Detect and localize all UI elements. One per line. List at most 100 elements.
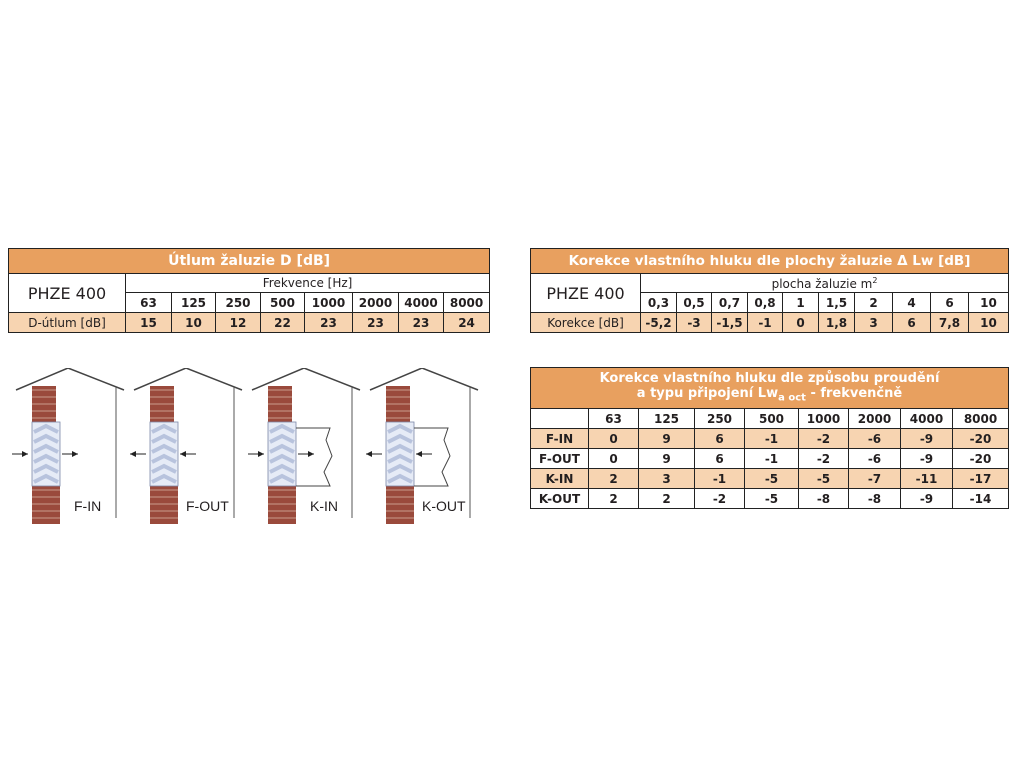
flow-value-cell: -1 [694, 468, 745, 489]
louver-blade [33, 453, 59, 464]
flow-value-cell: -14 [951, 488, 1010, 509]
louver-blade [33, 423, 59, 434]
brick-wall [32, 386, 60, 524]
area-correction-value-cell: 1,8 [818, 312, 855, 333]
installation-diagram-svg [248, 367, 361, 524]
area-cell: 6 [930, 292, 969, 313]
area-correction-value-cell: -5,2 [640, 312, 677, 333]
flow-correction-table-title: Korekce vlastního hluku dle způsobu prou… [529, 367, 1010, 409]
roof-outline [369, 367, 479, 391]
attenuation-freq-cell: 4000 [398, 292, 444, 313]
installation-diagram: F-OUT [130, 367, 248, 526]
flow-title-line1: Korekce vlastního hluku dle způsobu prou… [599, 370, 940, 386]
louver-blade [33, 433, 59, 444]
flow-correction-row: F-OUT 0 9 6 -1 -2 -6 -9 -20 [530, 448, 1010, 469]
brick-wall [386, 386, 414, 524]
flow-value-cell: 2 [588, 488, 639, 509]
area-correction-value-cell: 10 [967, 312, 1010, 333]
flow-row-label: F-OUT [530, 448, 589, 469]
duct-outline [296, 427, 333, 487]
installation-diagram-svg [12, 367, 125, 524]
area-correction-row-label: Korekce [dB] [530, 312, 641, 333]
area-correction-table-title: Korekce vlastního hluku dle plochy žaluz… [529, 248, 1010, 274]
installation-diagram-svg [366, 367, 479, 524]
louver-blades [385, 421, 415, 487]
flow-value-cell: -1 [744, 428, 799, 449]
flow-value-cell: -9 [900, 428, 953, 449]
louver-blade [269, 423, 295, 434]
area-label-text: plocha žaluzie m [771, 276, 873, 291]
diagram-label: F-OUT [186, 498, 229, 514]
flow-title-lw: Lw [757, 385, 779, 401]
airflow-arrows [12, 451, 78, 457]
flow-value-cell: -7 [848, 468, 901, 489]
louver-blade [269, 473, 295, 484]
arrow-head [308, 451, 314, 457]
louver-blade [387, 433, 413, 444]
area-cell: 0,5 [676, 292, 712, 313]
flow-value-cell: -5 [744, 468, 799, 489]
flow-correction-row: K-OUT 2 2 -2 -5 -8 -8 -9 -14 [530, 488, 1010, 509]
louver-blade [387, 463, 413, 474]
flow-freq-cell: 500 [744, 408, 799, 429]
flow-row-label: K-OUT [530, 488, 589, 509]
louver-blades [149, 421, 179, 487]
airflow-arrows [366, 451, 432, 457]
louver-blade [151, 453, 177, 464]
area-correction-value-cell: 6 [892, 312, 931, 333]
attenuation-freq-cell: 2000 [352, 292, 399, 313]
airflow-arrows [248, 451, 314, 457]
flow-value-cell: 9 [638, 448, 695, 469]
flow-freq-row: 63 125 250 500 1000 2000 4000 8000 [530, 408, 1010, 429]
louver-blade [387, 423, 413, 434]
area-cell: 0,7 [711, 292, 748, 313]
area-correction-value-cell: -1,5 [711, 312, 748, 333]
flow-value-cell: 3 [638, 468, 695, 489]
flow-value-cell: -17 [951, 468, 1010, 489]
area-cell: 1 [782, 292, 819, 313]
flow-value-cell: 6 [694, 448, 745, 469]
louver-blade [269, 433, 295, 444]
roof-outline [15, 367, 125, 391]
louver-blade [387, 473, 413, 484]
flow-value-cell: -20 [951, 448, 1010, 469]
louver-blade [151, 433, 177, 444]
louver-blade [33, 443, 59, 454]
installation-diagram-svg [130, 367, 243, 524]
louver-blade [151, 423, 177, 434]
attenuation-value-cell: 24 [442, 312, 491, 333]
flow-value-cell: 2 [588, 468, 639, 489]
flow-corner-cell [530, 408, 589, 429]
flow-title-line2-pre: a typu připojení [636, 385, 754, 401]
area-correction-value-cell: 7,8 [930, 312, 969, 333]
area-cell: 10 [967, 292, 1010, 313]
arrow-head [416, 451, 422, 457]
attenuation-freq-cell: 125 [171, 292, 216, 313]
area-correction-value-cell: -1 [747, 312, 783, 333]
flow-value-cell: -2 [798, 428, 849, 449]
flow-freq-cell: 2000 [848, 408, 901, 429]
flow-value-cell: -8 [798, 488, 849, 509]
arrow-head [258, 451, 264, 457]
louver-blade [33, 473, 59, 484]
attenuation-freq-label: Frekvence [Hz] [124, 273, 491, 293]
flow-value-cell: -8 [848, 488, 901, 509]
area-cell: 4 [892, 292, 931, 313]
flow-value-cell: 9 [638, 428, 695, 449]
attenuation-value-cell: 15 [125, 312, 172, 333]
roof-outline [133, 367, 243, 391]
flow-value-cell: -1 [744, 448, 799, 469]
attenuation-freq-cell: 250 [215, 292, 261, 313]
installation-diagram: K-IN [248, 367, 366, 526]
louver-blade [151, 463, 177, 474]
diagram-label: K-OUT [422, 498, 466, 514]
louver-blades [31, 421, 61, 487]
area-correction-table: Korekce vlastního hluku dle plochy žaluz… [529, 248, 1010, 333]
arrow-head [366, 451, 372, 457]
attenuation-row-label: D-útlum [dB] [8, 312, 126, 333]
flow-freq-cell: 63 [588, 408, 639, 429]
louver-blade [151, 443, 177, 454]
flow-value-cell: -11 [900, 468, 953, 489]
flow-freq-cell: 1000 [798, 408, 849, 429]
flow-value-cell: -2 [798, 448, 849, 469]
